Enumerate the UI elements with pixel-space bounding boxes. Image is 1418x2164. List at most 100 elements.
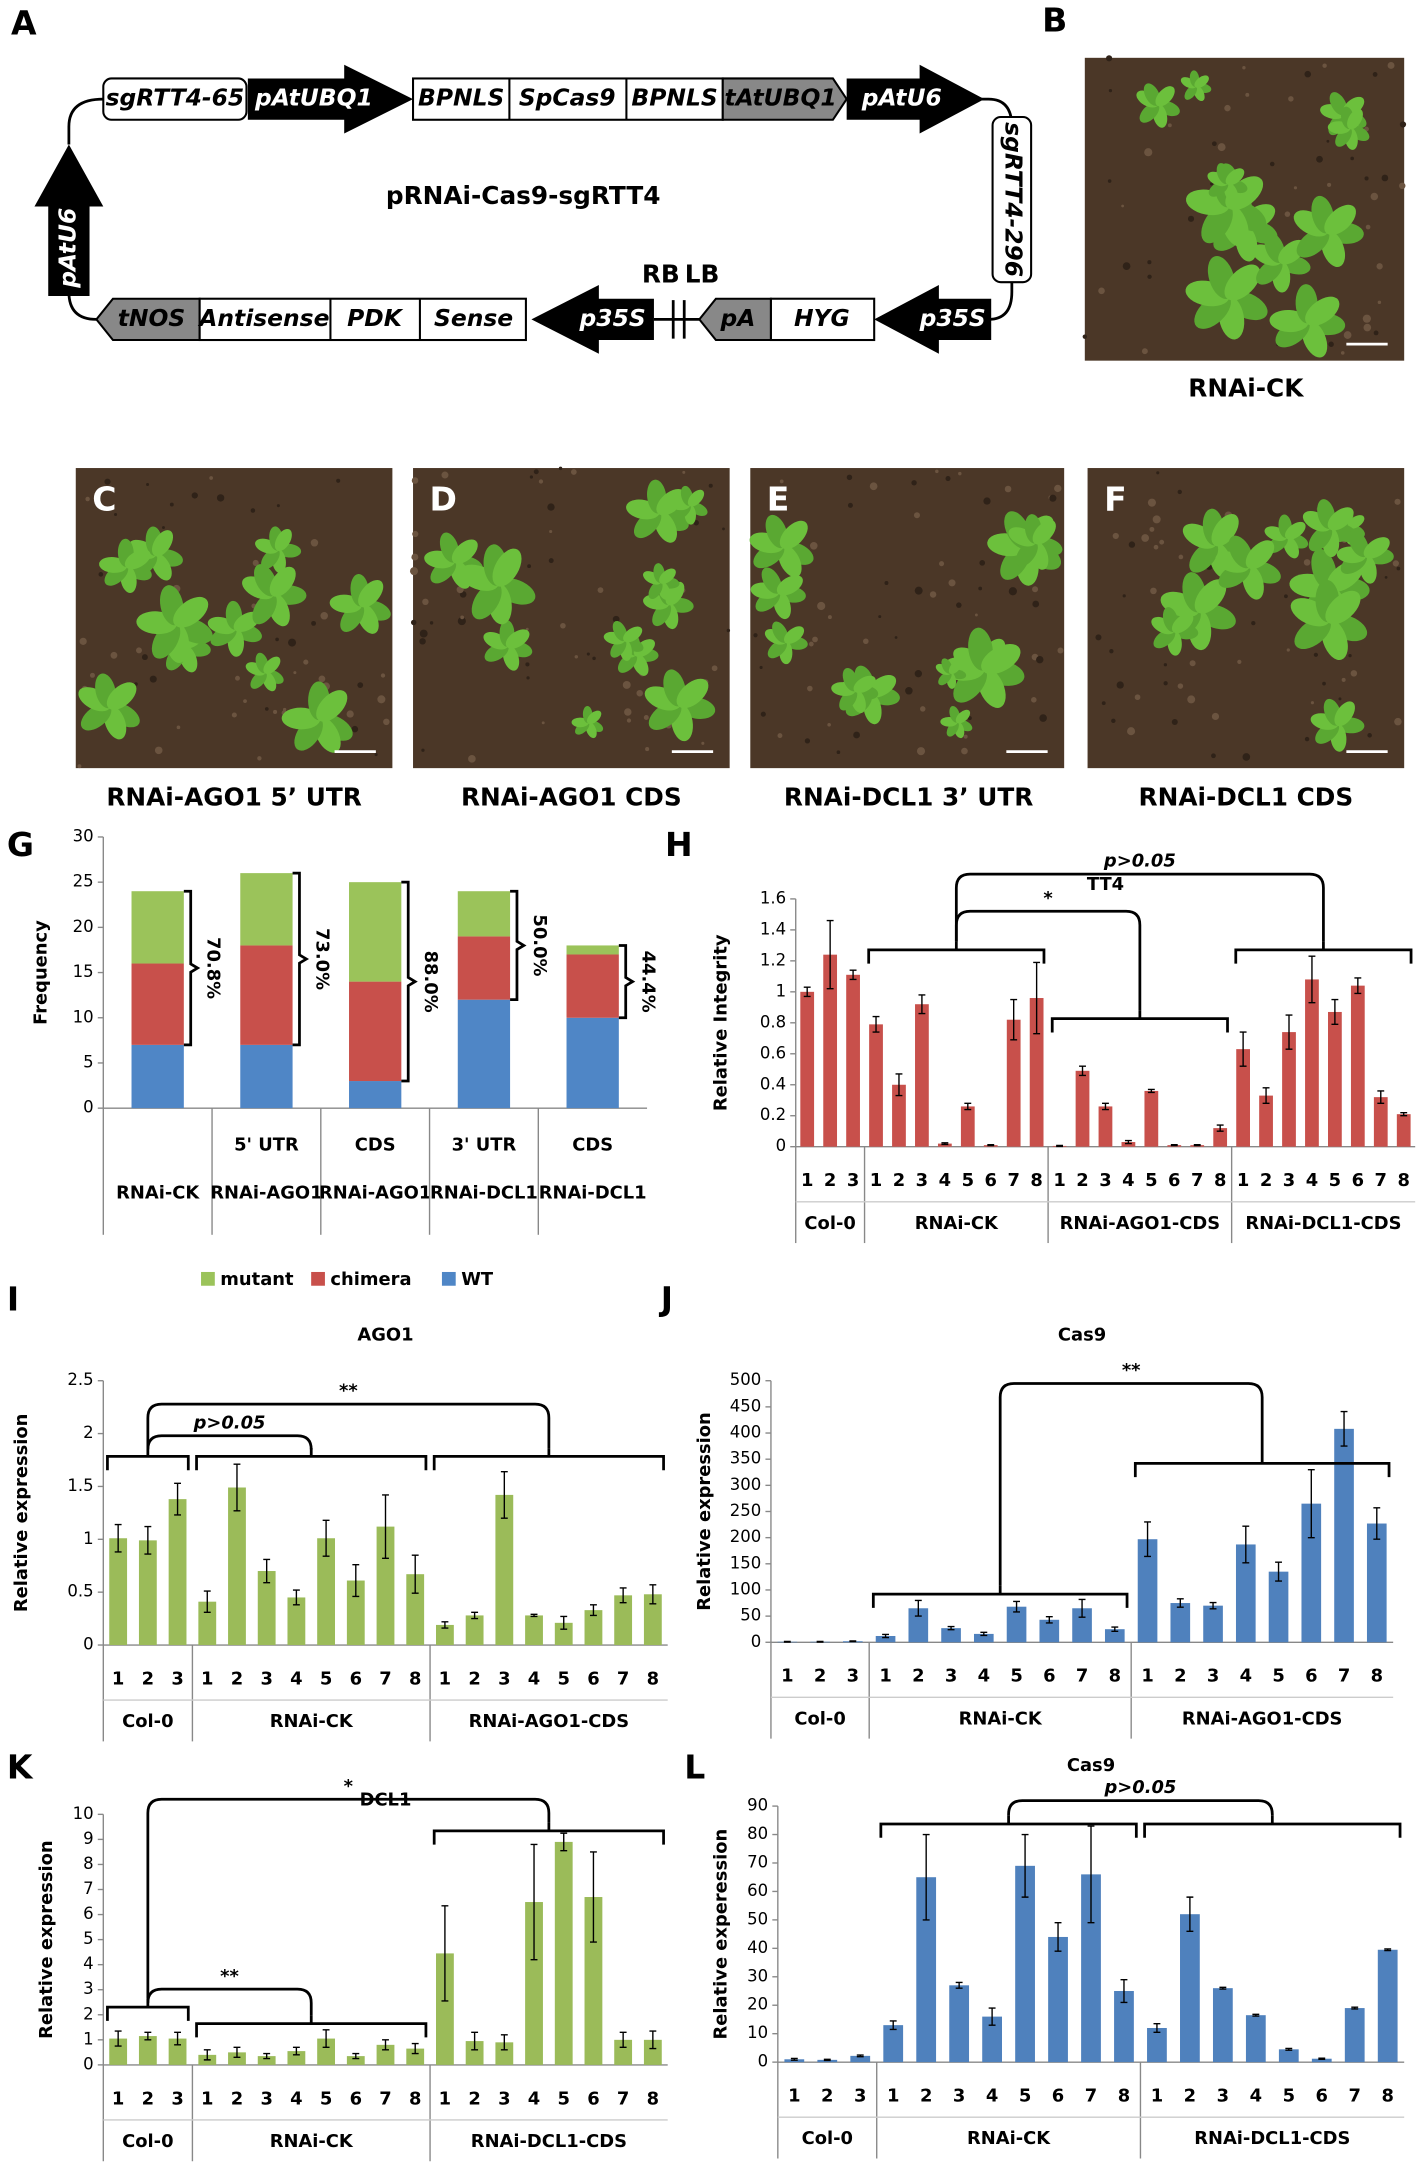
error-bar: [1242, 1525, 1250, 1564]
soil: [701, 741, 705, 745]
error-bar: [1153, 2023, 1161, 2033]
soil: [411, 477, 419, 484]
y-tick-label: 1.6: [760, 888, 786, 907]
x-tick-label: 1: [1151, 2086, 1163, 2107]
bracket: [146, 1987, 313, 2016]
soil: [948, 579, 956, 587]
x-tick-label: 2: [821, 2086, 833, 2107]
leaf: [586, 710, 602, 724]
soil: [920, 706, 926, 712]
legend-label: chimera: [330, 1269, 411, 1290]
bar: [915, 1004, 929, 1147]
group-label: RNAi-DCL1-CDS: [471, 2131, 627, 2152]
bar: [228, 1487, 246, 1646]
bracket: [195, 1448, 428, 1471]
promoter-arrow: [846, 64, 985, 134]
x-tick-label: 8: [1030, 1170, 1042, 1191]
bar-segment: [349, 981, 402, 1082]
error-bar: [1078, 1598, 1086, 1618]
group-label: RNAi-AGO1-CDS: [1060, 1213, 1221, 1234]
soil: [1036, 655, 1044, 664]
bar: [168, 1499, 187, 1646]
panel-letter: H: [665, 825, 693, 864]
leaf: [761, 567, 782, 594]
soil: [1167, 123, 1172, 128]
panel-letter: B: [1042, 1, 1067, 40]
legend-label: mutant: [220, 1269, 294, 1290]
soil: [929, 591, 937, 598]
bar: [525, 1902, 543, 2065]
bar: [960, 1106, 975, 1147]
soil: [863, 638, 869, 645]
terminator: [721, 77, 848, 121]
soil: [311, 620, 317, 626]
bar: [892, 1084, 906, 1147]
error-bar: [174, 2031, 182, 2046]
border-label: LB: [685, 259, 720, 288]
bar: [949, 1985, 970, 2063]
soil: [1004, 485, 1012, 493]
error-bar: [292, 1589, 300, 1606]
x-tick-label: 5: [320, 2088, 332, 2109]
leaf: [505, 629, 530, 649]
y-tick-label: 70: [747, 1852, 768, 1871]
bar: [869, 1024, 883, 1147]
soil: [884, 581, 889, 585]
leaf: [106, 682, 137, 710]
x-tick-label: 6: [1043, 1666, 1055, 1687]
soil: [1322, 63, 1327, 68]
x-tick-label: 1: [201, 1668, 213, 1689]
y-tick-label: 2: [83, 1423, 94, 1442]
x-tick-label: 2: [231, 1668, 243, 1689]
soil: [1121, 204, 1124, 208]
soil: [412, 530, 419, 538]
error-bar: [530, 1613, 538, 1618]
legend-swatch: [201, 1271, 215, 1286]
soil: [1343, 331, 1352, 339]
error-bar: [560, 1832, 568, 1852]
soil: [636, 689, 643, 697]
x-tick-label: 1: [201, 2088, 213, 2109]
bar-segment: [240, 1044, 293, 1109]
bar: [1366, 1523, 1387, 1643]
group-label: Col-0: [794, 1708, 845, 1729]
error-bar: [1045, 1615, 1053, 1624]
soil: [1147, 274, 1152, 279]
soil: [682, 470, 686, 474]
x-tick-label: 6: [1305, 1666, 1317, 1687]
error-bar: [1252, 2013, 1260, 2017]
bracket: [871, 1585, 1129, 1608]
soil: [894, 636, 898, 639]
leaf: [263, 656, 281, 674]
soil: [383, 718, 390, 726]
x-tick-label: 5: [1329, 1170, 1341, 1191]
soil: [411, 553, 419, 561]
x-tick-label: 1: [788, 2086, 800, 2107]
soil: [570, 469, 577, 475]
y-axis-label: Relative Integrity: [710, 934, 731, 1111]
error-bar: [1262, 1087, 1270, 1105]
leaf: [779, 520, 808, 550]
y-tick-label: 10: [73, 1007, 94, 1026]
bracket: [1133, 1455, 1391, 1478]
error-bar: [1318, 2057, 1326, 2060]
bar: [846, 974, 860, 1147]
group-label: RNAi-DCL1-CDS: [1194, 2128, 1350, 2149]
panel-letter: I: [7, 1279, 19, 1318]
y-axis-label: Relative expression: [11, 1414, 32, 1613]
y-tick-label: 0.8: [760, 1012, 786, 1031]
bar-segment: [457, 999, 511, 1109]
soil: [1211, 712, 1220, 721]
soil: [525, 627, 529, 631]
error-bar: [1170, 1143, 1178, 1147]
soil: [533, 469, 539, 475]
soil: [104, 478, 111, 485]
soil: [1134, 694, 1141, 701]
x-tick-label: 5: [962, 1170, 974, 1191]
bar: [346, 2056, 365, 2065]
error-bar: [382, 2039, 389, 2051]
error-bar: [263, 2052, 271, 2060]
soil: [622, 681, 631, 689]
bar: [1373, 1097, 1388, 1147]
